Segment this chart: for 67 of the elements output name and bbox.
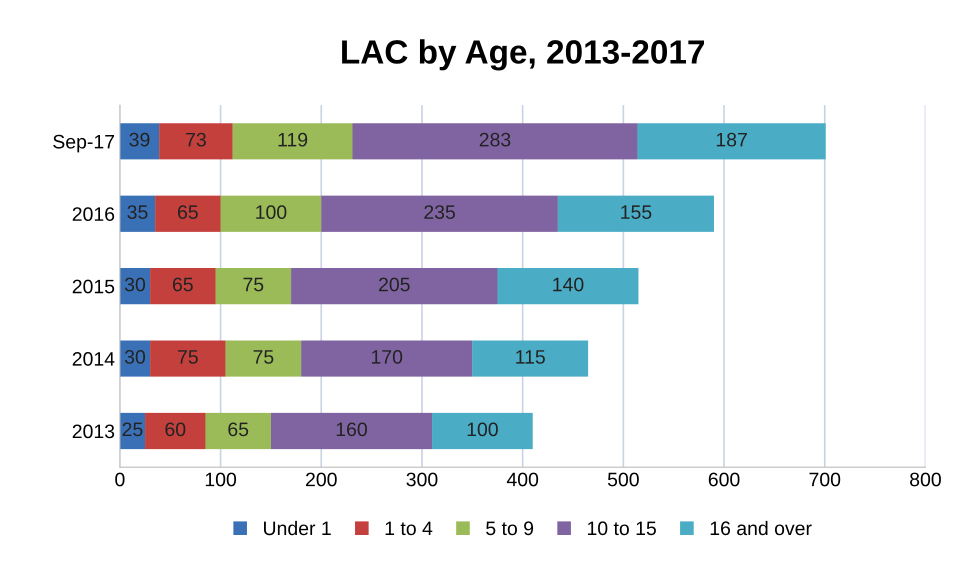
data-label: 100 [256, 205, 286, 219]
bar [159, 123, 233, 160]
bar [270, 412, 432, 450]
bar [205, 412, 271, 450]
bar [145, 412, 206, 450]
data-label: 35 [127, 205, 148, 219]
bar [472, 340, 588, 377]
legend-label: Under 1 [264, 520, 331, 536]
data-label: 25 [122, 422, 142, 436]
bar [497, 268, 638, 304]
x-tick-label: 600 [708, 472, 740, 486]
bar [155, 196, 221, 232]
bar [220, 196, 322, 232]
y-tick-label: Sep-17 [53, 134, 114, 152]
legend-label: 10 to 15 [588, 521, 656, 536]
data-label: 65 [228, 422, 248, 436]
data-label: 30 [124, 278, 146, 292]
data-label: 39 [129, 132, 150, 147]
data-label: 170 [372, 350, 402, 364]
data-label: 187 [716, 132, 747, 147]
x-tick-label: 100 [206, 472, 236, 486]
y-tick-label: 2013 [72, 424, 114, 438]
y-tick-label: 2016 [72, 207, 114, 221]
x-tick-label: 200 [306, 472, 337, 486]
legend-label: 16 and over [710, 520, 812, 536]
data-label: 115 [516, 350, 545, 364]
bar [291, 268, 498, 304]
x-tick-label: 700 [810, 472, 840, 486]
bar [120, 196, 156, 232]
bar [321, 196, 558, 232]
bar [120, 123, 160, 160]
bar [216, 268, 292, 304]
bar [232, 123, 352, 160]
data-label: 65 [172, 278, 193, 292]
x-tick-label: 400 [506, 472, 538, 486]
bar [432, 412, 533, 450]
bar [226, 340, 302, 377]
data-label: 160 [336, 422, 367, 436]
data-label: 235 [424, 205, 455, 219]
data-label: 100 [468, 422, 498, 436]
x-tick-label: 0 [115, 472, 125, 486]
data-label: 140 [553, 278, 584, 292]
data-label: 283 [480, 132, 510, 147]
data-label: 65 [178, 205, 198, 219]
bar [301, 340, 472, 377]
data-label: 205 [379, 278, 410, 292]
bar [150, 268, 216, 304]
data-label: 119 [278, 132, 308, 147]
legend-label: 5 to 9 [486, 521, 534, 536]
x-tick-label: 800 [910, 472, 941, 486]
bar [150, 340, 226, 377]
data-label: 75 [243, 278, 264, 292]
bar [637, 123, 826, 160]
data-label: 73 [186, 132, 206, 147]
data-label: 155 [621, 205, 652, 219]
data-label: 60 [165, 422, 186, 436]
y-tick-label: 2014 [72, 352, 114, 366]
chart-title: LAC by Age, 2013-2017 [342, 39, 704, 71]
x-tick-label: 300 [406, 472, 438, 486]
y-tick-label: 2015 [72, 280, 114, 294]
legend-label: 1 to 4 [386, 522, 432, 536]
bar [352, 123, 638, 160]
bar [558, 196, 714, 232]
data-label: 75 [254, 350, 274, 364]
data-label: 30 [124, 350, 146, 364]
x-tick-label: 500 [608, 472, 639, 486]
data-label: 75 [178, 350, 198, 364]
